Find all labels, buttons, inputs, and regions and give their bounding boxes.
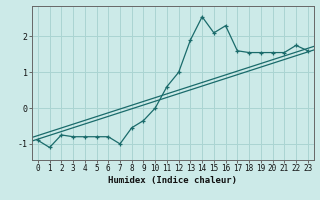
X-axis label: Humidex (Indice chaleur): Humidex (Indice chaleur) — [108, 176, 237, 185]
